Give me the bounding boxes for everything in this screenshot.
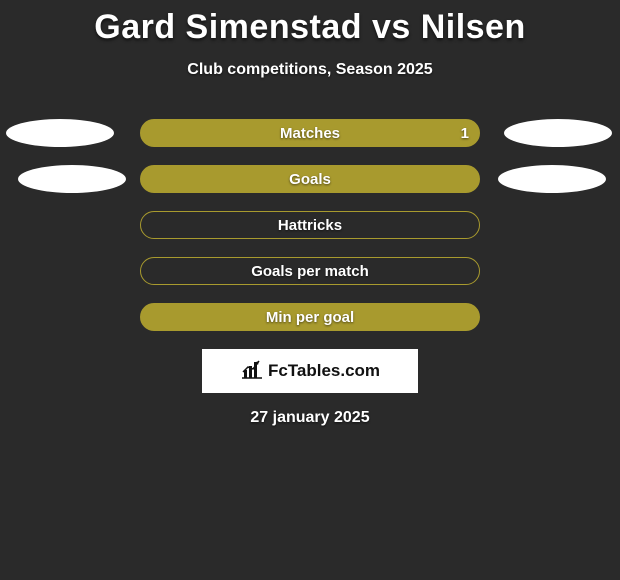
logo-text: FcTables.com	[268, 361, 380, 381]
stat-row: Goals per match	[0, 257, 620, 285]
stat-bar-hattricks: Hattricks	[140, 211, 480, 239]
stat-rows: Matches 1 Goals Hattricks Goals per matc…	[0, 119, 620, 331]
left-ellipse	[18, 165, 126, 193]
stat-label: Goals per match	[251, 263, 369, 280]
page-subtitle: Club competitions, Season 2025	[0, 61, 620, 79]
stat-row: Matches 1	[0, 119, 620, 147]
stat-bar-goals: Goals	[140, 165, 480, 193]
stat-value: 1	[461, 125, 469, 142]
left-ellipse	[6, 119, 114, 147]
stat-label: Matches	[280, 125, 340, 142]
logo-box: FcTables.com	[202, 349, 418, 393]
stat-row: Goals	[0, 165, 620, 193]
stat-bar-goals-per-match: Goals per match	[140, 257, 480, 285]
right-ellipse	[498, 165, 606, 193]
stat-bar-matches: Matches 1	[140, 119, 480, 147]
stat-bar-min-per-goal: Min per goal	[140, 303, 480, 331]
stat-row: Hattricks	[0, 211, 620, 239]
chart-icon	[240, 358, 264, 385]
page-title: Gard Simenstad vs Nilsen	[0, 0, 620, 47]
stat-row: Min per goal	[0, 303, 620, 331]
right-ellipse	[504, 119, 612, 147]
stat-label: Goals	[289, 171, 331, 188]
stat-label: Min per goal	[266, 309, 354, 326]
date-label: 27 january 2025	[0, 409, 620, 427]
stat-label: Hattricks	[278, 217, 342, 234]
